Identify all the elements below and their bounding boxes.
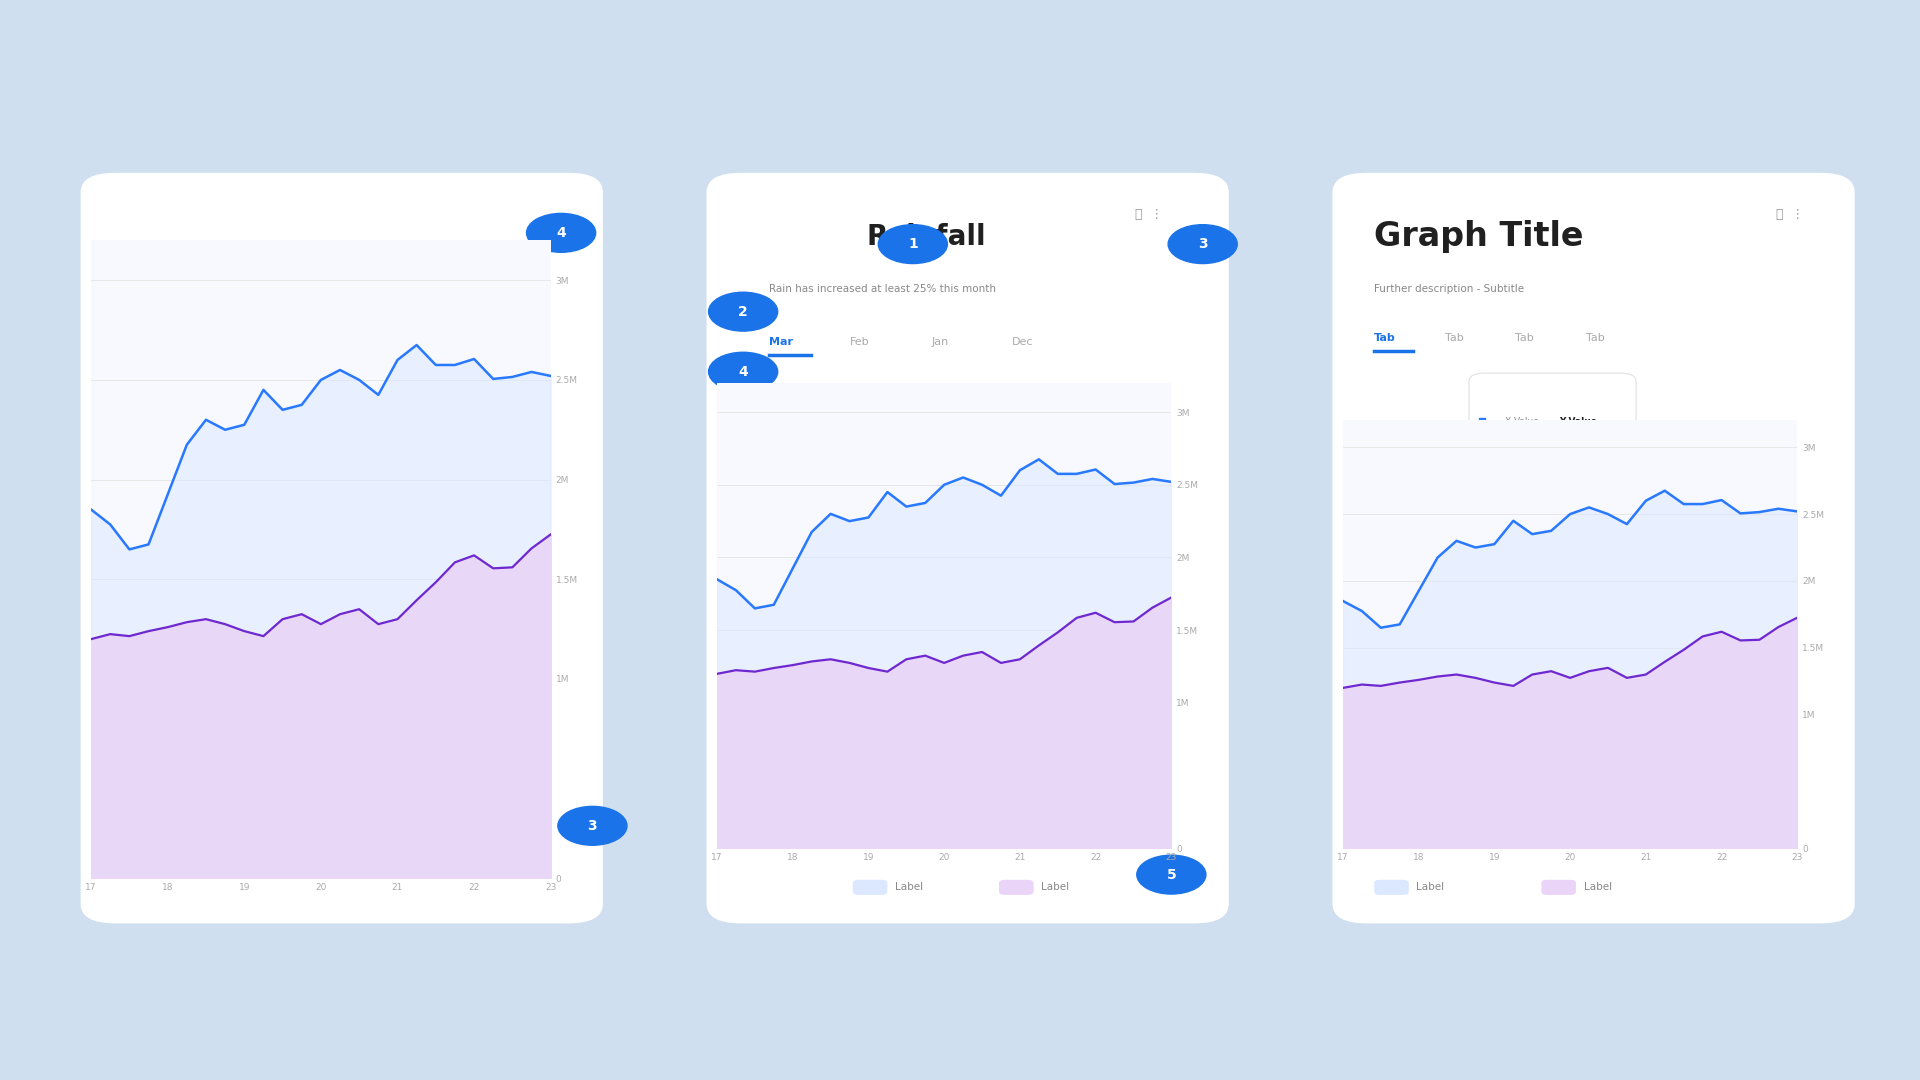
Circle shape bbox=[1632, 701, 1701, 740]
Text: Label: Label bbox=[1041, 882, 1069, 892]
Text: 3: 3 bbox=[1421, 609, 1430, 623]
FancyBboxPatch shape bbox=[1469, 373, 1636, 523]
FancyBboxPatch shape bbox=[998, 880, 1033, 895]
FancyBboxPatch shape bbox=[852, 880, 887, 895]
Text: Label: Label bbox=[895, 882, 924, 892]
Text: ⛶  ⋮: ⛶ ⋮ bbox=[1776, 207, 1805, 220]
Text: 3: 3 bbox=[1198, 238, 1208, 252]
Text: ⛶  ⋮: ⛶ ⋮ bbox=[1135, 207, 1164, 220]
Circle shape bbox=[150, 510, 219, 549]
Text: Label: Label bbox=[1417, 882, 1444, 892]
Circle shape bbox=[559, 807, 628, 846]
Circle shape bbox=[1434, 480, 1503, 518]
Circle shape bbox=[708, 352, 778, 391]
FancyBboxPatch shape bbox=[1332, 173, 1855, 923]
Text: 1: 1 bbox=[180, 523, 190, 537]
Text: 2: 2 bbox=[739, 305, 749, 319]
Text: Tab: Tab bbox=[1375, 333, 1396, 343]
Text: X Value: X Value bbox=[1505, 417, 1540, 426]
Text: 4: 4 bbox=[739, 365, 749, 379]
Text: Jan: Jan bbox=[931, 337, 948, 347]
Text: Mar: Mar bbox=[770, 337, 793, 347]
Text: 2: 2 bbox=[1718, 549, 1730, 563]
Text: Feb: Feb bbox=[851, 337, 870, 347]
Text: Y Value: Y Value bbox=[1559, 417, 1597, 426]
Text: 1: 1 bbox=[908, 238, 918, 252]
Circle shape bbox=[877, 225, 947, 264]
FancyBboxPatch shape bbox=[1375, 880, 1409, 895]
FancyBboxPatch shape bbox=[707, 173, 1229, 923]
Text: X Value: X Value bbox=[1505, 476, 1540, 486]
Circle shape bbox=[280, 708, 349, 747]
Circle shape bbox=[526, 214, 595, 253]
Text: Dec: Dec bbox=[1012, 337, 1033, 347]
Text: 5: 5 bbox=[1167, 867, 1177, 881]
Text: 3: 3 bbox=[588, 819, 597, 833]
Text: 4: 4 bbox=[557, 226, 566, 240]
Text: Label: Label bbox=[1584, 882, 1611, 892]
FancyBboxPatch shape bbox=[81, 173, 603, 923]
Text: Further description - Subtitle: Further description - Subtitle bbox=[1375, 284, 1524, 294]
Circle shape bbox=[1392, 596, 1461, 635]
Text: Rainfall: Rainfall bbox=[866, 222, 985, 251]
Text: Graph Title: Graph Title bbox=[1375, 220, 1584, 253]
Text: Rain has increased at least 25% this month: Rain has increased at least 25% this mon… bbox=[770, 284, 996, 294]
Circle shape bbox=[708, 293, 778, 332]
Circle shape bbox=[1167, 225, 1236, 264]
Text: Tab: Tab bbox=[1444, 333, 1463, 343]
Text: Tab: Tab bbox=[1515, 333, 1534, 343]
Text: Tab: Tab bbox=[1586, 333, 1605, 343]
Circle shape bbox=[1137, 855, 1206, 894]
Circle shape bbox=[1690, 536, 1759, 575]
Text: 4: 4 bbox=[1663, 714, 1672, 728]
Text: 2: 2 bbox=[311, 721, 321, 735]
Text: 1: 1 bbox=[1463, 492, 1473, 507]
Text: Y Value: Y Value bbox=[1559, 476, 1597, 486]
FancyBboxPatch shape bbox=[1542, 880, 1576, 895]
